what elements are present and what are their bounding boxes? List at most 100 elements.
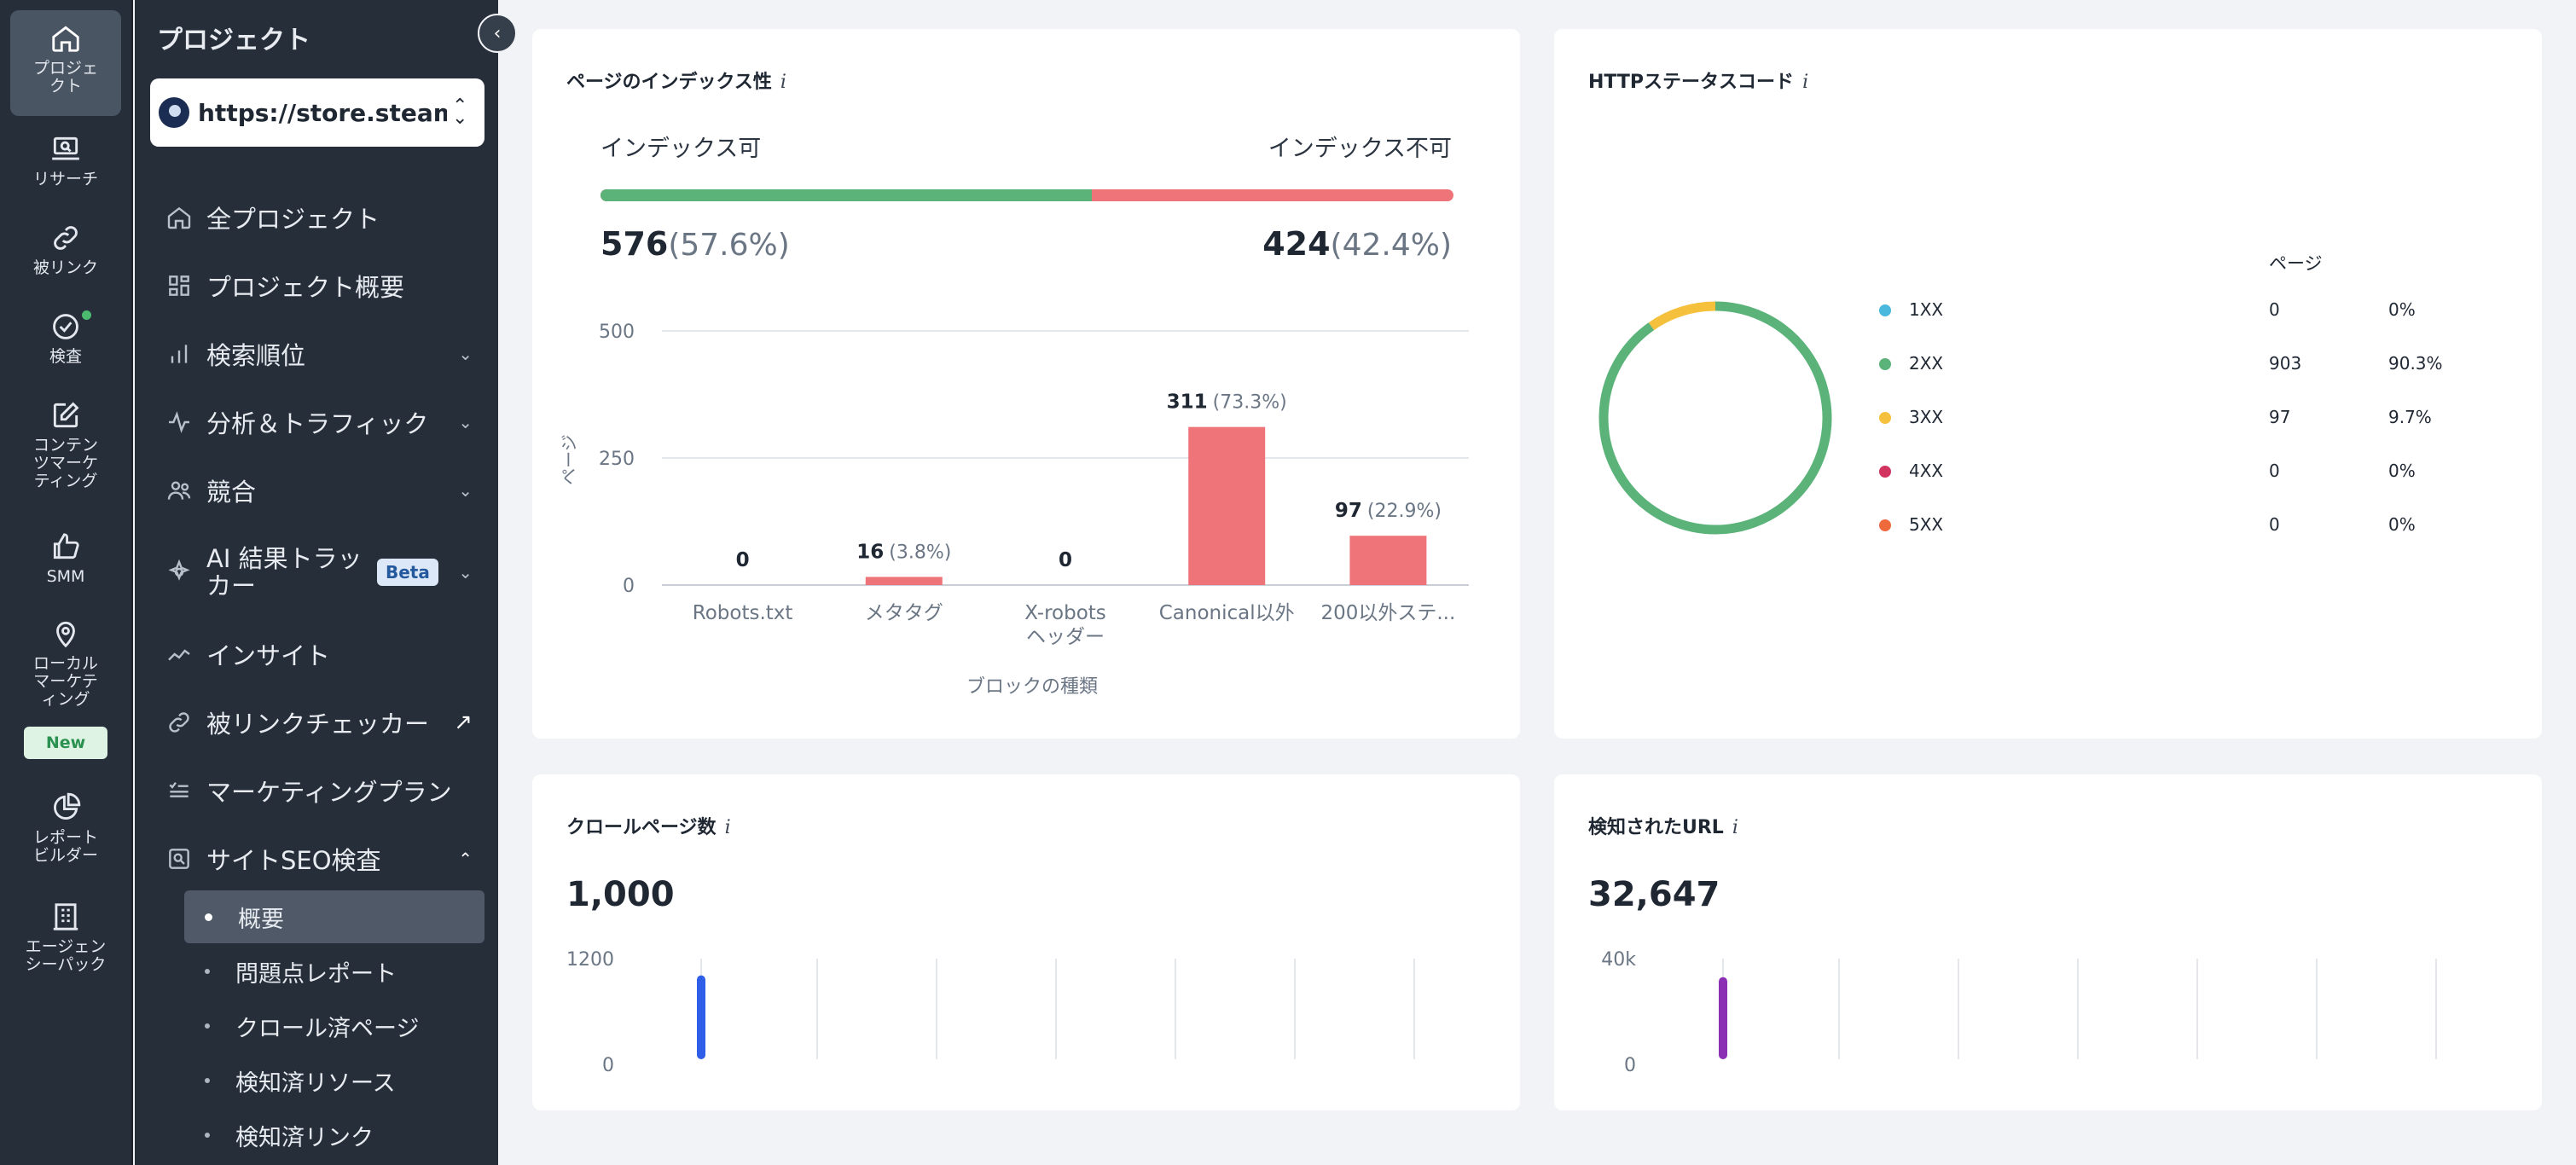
rail-item-local-marketing[interactable]: ローカルマーケティング <box>10 617 121 720</box>
rail-label: プロジェクト <box>32 59 98 96</box>
card-title-text: 検知されたURL <box>1588 817 1724 838</box>
nav-label: インサイト <box>206 641 331 670</box>
thumbs-up-icon <box>53 533 79 559</box>
nonindexable-pct: (42.4%) <box>1330 228 1452 263</box>
crawled-pages-chart: 1200 0 <box>566 949 1415 1076</box>
data-label: 0 <box>736 549 750 571</box>
steam-logo-icon <box>159 97 189 128</box>
chevron-down-icon: ⌄ <box>458 562 473 582</box>
chevron-up-icon: ⌃ <box>458 849 473 869</box>
bullet-icon <box>205 969 210 974</box>
info-icon[interactable]: i <box>724 817 731 838</box>
sub-item-crawled-pages[interactable]: クロール済ページ <box>184 1000 484 1052</box>
icon-rail: プロジェクト リサーチ 被リンク 検査 コンテンツマーケティング SMM ローカ… <box>0 0 133 1165</box>
nav-marketing-plan[interactable]: マーケティングプラン <box>165 774 473 807</box>
data-label: 16 (3.8%) <box>856 541 951 563</box>
rail-item-projects[interactable]: プロジェクト <box>10 10 121 116</box>
nav-label: 被リンクチェッカー <box>206 710 430 739</box>
rail-label: ローカルマーケティング <box>32 654 98 709</box>
edit-icon <box>53 402 79 428</box>
rail-item-research[interactable]: リサーチ <box>10 133 121 193</box>
info-icon[interactable]: i <box>780 72 786 93</box>
rail-item-report-builder[interactable]: レポートビルダー <box>10 791 121 868</box>
sub-item-found-resources[interactable]: 検知済リソース <box>184 1054 484 1107</box>
http-status-donut: ページ 1XX 0 0% 2XX 903 90.3% 3XX 97 9.7% 4XX 0 0% 5XX 0 0… <box>1598 253 2443 535</box>
search-doc-icon <box>169 849 189 869</box>
chevron-down-icon: ⌄ <box>458 480 473 501</box>
legend-label: 4XX <box>1909 461 1943 481</box>
indexable-stats: 576(57.6%) <box>600 225 790 263</box>
info-icon[interactable]: i <box>1732 817 1738 838</box>
project-selector[interactable]: https://store.steamp... ⌃⌄ <box>150 78 484 147</box>
rail-label: エージェンシーパック <box>25 937 107 974</box>
project-url: https://store.steamp... <box>198 98 447 127</box>
block-type-bar-chart: 0 250 500 ページ 0 Robots.txt 16 (3.8%) メタタグ 0 X-robo… <box>559 322 1469 698</box>
data-label: 97 (22.9%) <box>1335 500 1442 522</box>
bullet-icon <box>205 1023 210 1029</box>
bar <box>697 975 705 1059</box>
checklist-icon <box>169 781 189 797</box>
collapse-sidebar-button[interactable]: ‹ <box>478 14 517 53</box>
sub-label: 検知済リンク <box>235 1124 374 1151</box>
rail-label: 被リンク <box>32 258 98 277</box>
legend-label: 2XX <box>1909 353 1943 374</box>
rail-item-content-marketing[interactable]: コンテンツマーケティング <box>10 399 121 501</box>
chevron-down-icon: ⌄ <box>458 412 473 432</box>
nav-insights[interactable]: インサイト <box>165 638 473 670</box>
x-axis-label: ブロックの種類 <box>966 676 1098 698</box>
sub-item-found-links[interactable]: 検知済リンク <box>184 1109 484 1162</box>
legend-pct: 0% <box>2388 299 2416 320</box>
rail-item-backlinks[interactable]: 被リンク <box>10 222 121 281</box>
nonindexable-count: 424 <box>1262 225 1331 263</box>
data-value: 16 <box>856 541 884 563</box>
card-title-text: クロールページ数 <box>566 817 717 838</box>
x-tick-label: ヘッダー <box>1026 626 1105 648</box>
rail-item-agency-pack[interactable]: エージェンシーパック <box>10 901 121 1003</box>
y-tick-label: 1200 <box>566 949 614 971</box>
nav-label: サイトSEO検査 <box>206 846 381 875</box>
data-value: 0 <box>736 549 750 571</box>
sub-item-issues-report[interactable]: 問題点レポート <box>184 945 484 998</box>
sub-item-overview[interactable]: 概要 <box>184 890 484 943</box>
x-tick-label: メタタグ <box>865 602 943 624</box>
nav-site-audit[interactable]: サイトSEO検査 ⌃ <box>165 843 473 875</box>
nav-backlink-checker[interactable]: 被リンクチェッカー ↗ <box>165 706 473 739</box>
nav-analytics-traffic[interactable]: 分析＆トラフィック ⌄ <box>165 406 473 438</box>
sidebar-title: プロジェクト <box>157 26 310 55</box>
nav-ai-tracker[interactable]: AI 結果トラッカー Beta ⌄ <box>165 542 473 602</box>
link-icon <box>169 712 189 733</box>
rail-label: レポートビルダー <box>32 828 98 865</box>
data-label: 0 <box>1059 549 1072 571</box>
nav-all-projects[interactable]: 全プロジェクト <box>165 201 473 234</box>
data-pct: (22.9%) <box>1367 501 1442 522</box>
nav-project-overview[interactable]: プロジェクト概要 <box>165 270 473 302</box>
nav-rank-tracking[interactable]: 検索順位 ⌄ <box>165 338 473 370</box>
card-title-text: HTTPステータスコード <box>1588 72 1795 93</box>
legend-count: 97 <box>2269 407 2290 427</box>
column-header: ページ <box>2269 253 2323 274</box>
legend-count: 903 <box>2269 353 2301 374</box>
ai-icon <box>168 559 190 581</box>
bar <box>1188 426 1266 585</box>
nav-competitors[interactable]: 競合 ⌄ <box>165 474 473 507</box>
chevron-down-icon: ⌄ <box>458 344 473 364</box>
data-value: 97 <box>1335 500 1362 522</box>
data-label: 311 (73.3%) <box>1167 391 1287 414</box>
http-status-card: HTTPステータスコード i ページ 1XX 0 0% 2XX 903 90.3% 3XX 97 9… <box>1554 29 2542 739</box>
rail-label: リサーチ <box>32 170 98 188</box>
sidebar: プロジェクト ‹ https://store.steamp... ⌃⌄ 全プロジ… <box>135 0 517 1165</box>
map-pin-icon <box>56 621 75 648</box>
index-progress-fill <box>600 189 1092 201</box>
rail-item-smm[interactable]: SMM <box>10 530 121 590</box>
rail-label: SMM <box>46 567 85 586</box>
indexable-label: インデックス可 <box>600 136 762 162</box>
info-icon[interactable]: i <box>1802 72 1809 93</box>
trend-icon <box>168 649 190 661</box>
x-tick-label: Canonical以外 <box>1159 602 1295 624</box>
legend-swatch <box>1879 304 1891 316</box>
check-circle-icon <box>53 314 78 339</box>
x-tick-label: X-robots <box>1024 602 1106 624</box>
sub-label: 検知済リソース <box>235 1069 396 1097</box>
rail-item-audit[interactable]: 検査 <box>10 310 121 370</box>
home-icon <box>52 26 79 52</box>
